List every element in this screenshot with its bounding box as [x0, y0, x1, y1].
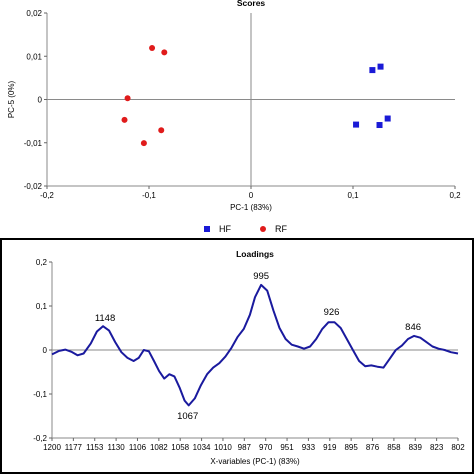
loadings-x-tick-label: 951 [280, 443, 294, 452]
scores-y-tick-label: -0,02 [24, 182, 43, 191]
scores-point-rf [161, 49, 168, 56]
scores-y-tick-label: -0,01 [24, 139, 43, 148]
loadings-title: Loadings [236, 249, 274, 259]
scores-point-rf [158, 127, 165, 134]
scores-chart: Scores -0,2 -0,1 0 0,1 0,2 0,02 0,01 0 -0,01 -0,02… [7, 0, 461, 234]
loadings-x-tick-label: 933 [302, 443, 316, 452]
loadings-x-tick-label: 858 [387, 443, 401, 452]
scores-point-rf [121, 116, 128, 123]
scores-x-tick-label: 0,2 [449, 191, 461, 200]
scores-point-rf [149, 45, 156, 52]
legend-marker-rf [260, 226, 266, 232]
scores-y-tick-label: 0 [38, 96, 43, 105]
scores-y-tick-label: 0,02 [26, 9, 42, 18]
loadings-y-tick-label: -0,1 [33, 390, 47, 399]
loadings-y-tick-label: 0,2 [36, 258, 48, 267]
loadings-x-tick-label: 1010 [214, 443, 232, 452]
loadings-line [51, 283, 459, 407]
peak-label-1148: 1148 [95, 313, 115, 324]
peak-label-1067: 1067 [177, 411, 198, 422]
loadings-x-tick-label: 970 [259, 443, 273, 452]
scores-point-hf [369, 67, 376, 74]
loadings-x-tick-label: 1177 [65, 443, 83, 452]
loadings-x-tick-label: 802 [451, 443, 465, 452]
loadings-x-tick-label: 1200 [43, 443, 61, 452]
scores-point-hf [376, 122, 383, 129]
peak-label-995: 995 [253, 271, 269, 282]
loadings-x-tick-label: 1153 [86, 443, 104, 452]
loadings-x-axis-title: X-variables (PC-1) (83%) [210, 457, 300, 466]
scores-y-tick-label: 0,01 [26, 52, 42, 61]
peak-label-846: 846 [405, 322, 421, 333]
scores-point-hf [384, 115, 391, 122]
legend-label-hf: HF [219, 224, 231, 234]
loadings-x-tick-label: 1130 [108, 443, 126, 452]
scores-x-tick-label: -0,1 [142, 191, 156, 200]
loadings-panel: Loadings 0,2 0,1 0 -0,1 -0,2 1200 1177 1153 1130 1… [0, 238, 474, 474]
scores-panel: Scores -0,2 -0,1 0 0,1 0,2 0,02 0,01 0 -0,01 -0,02… [7, 0, 462, 234]
scores-point-hf [377, 63, 384, 70]
scores-y-axis-title: PC-5 (0%) [7, 80, 16, 118]
scores-title: Scores [237, 0, 266, 8]
loadings-x-tick-label: 876 [366, 443, 380, 452]
loadings-x-tick-label: 895 [344, 443, 358, 452]
loadings-y-tick-label: -0,2 [33, 434, 47, 443]
loadings-x-tick-label: 987 [238, 443, 252, 452]
legend-marker-hf [204, 226, 210, 232]
scores-point-hf [353, 121, 360, 128]
loadings-x-tick-label: 1058 [171, 443, 189, 452]
scores-x-tick-label: -0,2 [40, 191, 54, 200]
loadings-x-tick-label: 823 [430, 443, 444, 452]
scores-point-rf [124, 95, 131, 102]
loadings-x-tick-label: 1106 [129, 443, 147, 452]
loadings-x-tick-label: 1082 [150, 443, 168, 452]
loadings-y-tick-label: 0 [43, 346, 48, 355]
loadings-x-tick-label: 839 [409, 443, 423, 452]
legend-label-rf: RF [275, 224, 287, 234]
scores-x-axis-title: PC-1 (83%) [230, 203, 272, 212]
loadings-y-tick-label: 0,1 [36, 302, 48, 311]
scores-x-tick-label: 0 [249, 191, 254, 200]
scores-point-rf [140, 140, 147, 147]
peak-label-926: 926 [324, 307, 340, 318]
scores-x-tick-label: 0,1 [347, 191, 359, 200]
loadings-x-tick-label: 1034 [193, 443, 211, 452]
loadings-x-tick-label: 919 [323, 443, 337, 452]
